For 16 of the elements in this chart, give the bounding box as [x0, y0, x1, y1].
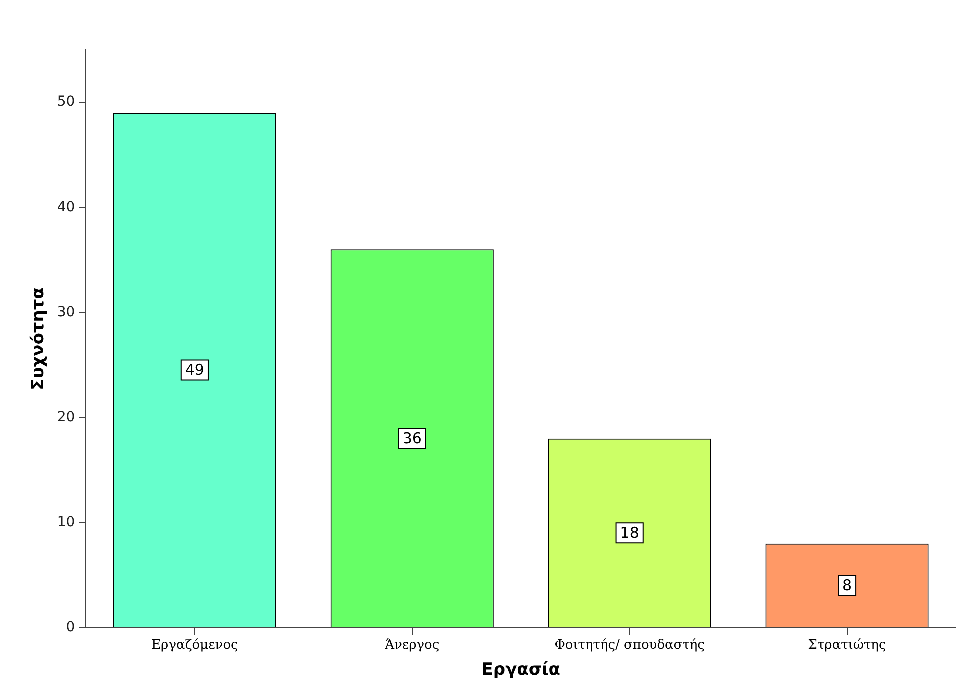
y-axis-title: Συχνότητα — [28, 288, 49, 390]
y-tick-label: 20 — [57, 409, 76, 426]
x-axis-title: Εργασία — [482, 660, 560, 680]
y-tick-label: 30 — [57, 304, 76, 320]
data-label: 49 — [185, 361, 204, 380]
x-tick-label: Άνεργος — [384, 638, 440, 654]
data-label: 8 — [842, 576, 852, 595]
y-tick-label: 10 — [57, 514, 76, 531]
x-tick-label: Φοιτητής/ σπουδαστής — [554, 638, 705, 654]
x-tick-label: Στρατιώτης — [808, 638, 886, 654]
y-tick-label: 0 — [66, 620, 76, 636]
data-label: 36 — [402, 429, 422, 448]
x-tick-label: Εργαζόμενος — [152, 638, 238, 654]
y-tick-label: 50 — [57, 94, 76, 110]
data-label: 18 — [620, 524, 640, 542]
y-tick-label: 40 — [57, 199, 76, 216]
